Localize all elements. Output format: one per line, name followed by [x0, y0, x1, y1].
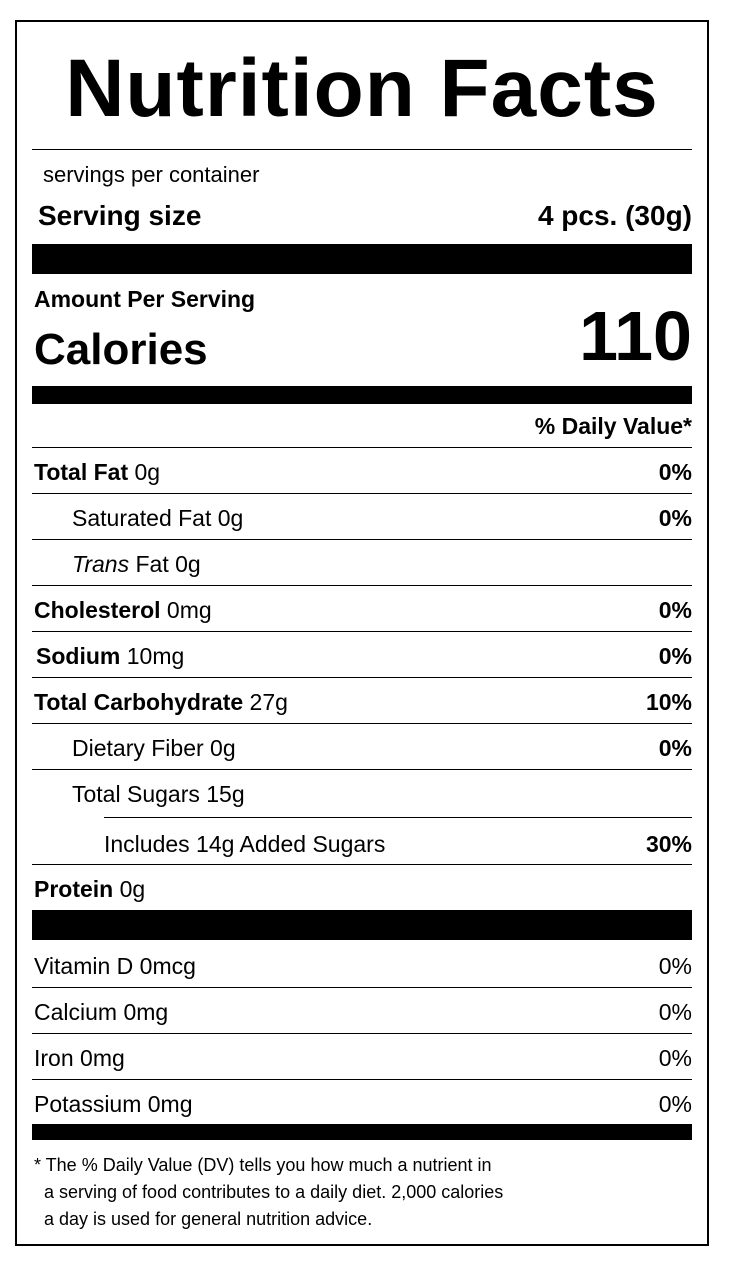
vitamin-row-vitamin-d: Vitamin D 0mcg	[34, 952, 196, 980]
nutrient-name: Trans	[72, 551, 130, 577]
serving-size-value: 4 pcs. (30g)	[537, 200, 692, 231]
nutrient-row-added-sugars: Includes 14g Added Sugars	[104, 830, 385, 858]
footnote: * The % Daily Value (DV) tells you how m…	[34, 1155, 504, 1229]
nutrient-amount: 0g	[210, 735, 236, 761]
nutrition-facts-label: Nutrition Facts servings per container S…	[15, 20, 709, 1246]
label-title: Nutrition Facts	[65, 43, 659, 134]
vitamin-row-calcium: Calcium 0mg	[34, 998, 168, 1026]
vitamin-dv: 0%	[658, 1045, 692, 1071]
nutrient-name: Saturated Fat	[72, 505, 212, 531]
divider	[104, 817, 692, 818]
divider	[32, 631, 692, 632]
vitamin-amount: 0mg	[80, 1045, 125, 1071]
vitamin-name: Calcium	[34, 999, 118, 1025]
divider	[32, 149, 692, 150]
thick-divider	[32, 386, 692, 404]
divider	[32, 493, 692, 494]
divider	[32, 723, 692, 724]
nutrient-amount: 27g	[249, 689, 288, 715]
divider	[32, 864, 692, 865]
nutrient-amount: 15g	[206, 781, 245, 807]
nutrient-amount: 0g	[134, 459, 161, 485]
thick-divider	[32, 244, 692, 274]
thick-divider	[32, 910, 692, 940]
nutrient-name: Dietary Fiber	[72, 735, 204, 761]
serving-size-label: Serving size	[38, 200, 202, 231]
nutrient-dv: 0%	[658, 459, 692, 485]
nutrient-dv: 10%	[645, 689, 692, 715]
amount-per-serving: Amount Per Serving	[34, 286, 256, 312]
vitamin-row-potassium: Potassium 0mg	[34, 1090, 193, 1118]
nutrient-dv: 0%	[658, 643, 692, 669]
nutrient-name: Includes 14g Added Sugars	[104, 831, 386, 857]
nutrient-name: Total Sugars	[72, 781, 200, 807]
nutrient-name-suffix: Fat	[135, 551, 169, 577]
thick-divider	[32, 1124, 692, 1140]
calories-value: 110	[579, 297, 692, 375]
divider	[32, 769, 692, 770]
vitamin-dv: 0%	[658, 1091, 692, 1117]
nutrient-row-saturated-fat: Saturated Fat 0g	[72, 504, 243, 532]
vitamin-amount: 0mcg	[139, 953, 196, 979]
divider	[32, 539, 692, 540]
nutrient-name: Cholesterol	[34, 597, 161, 623]
nutrient-amount: 0g	[217, 505, 244, 531]
servings-per-container: servings per container	[43, 162, 260, 187]
divider	[32, 677, 692, 678]
nutrient-amount: 0mg	[166, 597, 212, 623]
divider	[32, 1033, 692, 1034]
nutrient-name: Protein	[34, 876, 114, 902]
nutrient-row-total-fat: Total Fat 0g	[34, 458, 160, 486]
vitamin-amount: 0mg	[147, 1091, 193, 1117]
nutrient-dv: 0%	[658, 597, 692, 623]
divider	[32, 585, 692, 586]
nutrient-dv: 0%	[658, 735, 692, 761]
vitamin-name: Iron	[34, 1045, 74, 1071]
divider	[32, 987, 692, 988]
nutrient-row-sodium: Sodium 10mg	[36, 642, 184, 670]
vitamin-name: Potassium	[34, 1091, 142, 1117]
nutrient-name: Total Carbohydrate	[34, 689, 244, 715]
nutrient-dv: 30%	[645, 831, 692, 857]
nutrient-name: Total Fat	[34, 459, 129, 485]
nutrient-row-cholesterol: Cholesterol 0mg	[34, 596, 212, 624]
vitamin-amount: 0mg	[123, 999, 169, 1025]
nutrient-amount: 0g	[175, 551, 201, 577]
nutrient-name: Sodium	[36, 643, 121, 669]
vitamin-row-iron: Iron 0mg	[34, 1044, 125, 1072]
nutrient-row-protein: Protein 0g	[34, 875, 145, 903]
vitamin-dv: 0%	[658, 999, 692, 1025]
vitamin-dv: 0%	[658, 953, 692, 979]
daily-value-header: % Daily Value*	[534, 413, 692, 439]
divider	[32, 1079, 692, 1080]
nutrient-row-trans-fat: Trans Fat 0g	[72, 550, 201, 578]
nutrient-row-total-carbohydrate: Total Carbohydrate 27g	[34, 688, 288, 716]
nutrient-amount: 0g	[119, 876, 146, 902]
nutrient-amount: 10mg	[126, 643, 185, 669]
divider	[32, 447, 692, 448]
nutrient-dv: 0%	[658, 505, 692, 531]
nutrient-row-dietary-fiber: Dietary Fiber 0g	[72, 734, 236, 762]
vitamin-name: Vitamin D	[34, 953, 134, 979]
nutrient-row-total-sugars: Total Sugars 15g	[72, 780, 245, 808]
calories-label: Calories	[34, 325, 208, 374]
